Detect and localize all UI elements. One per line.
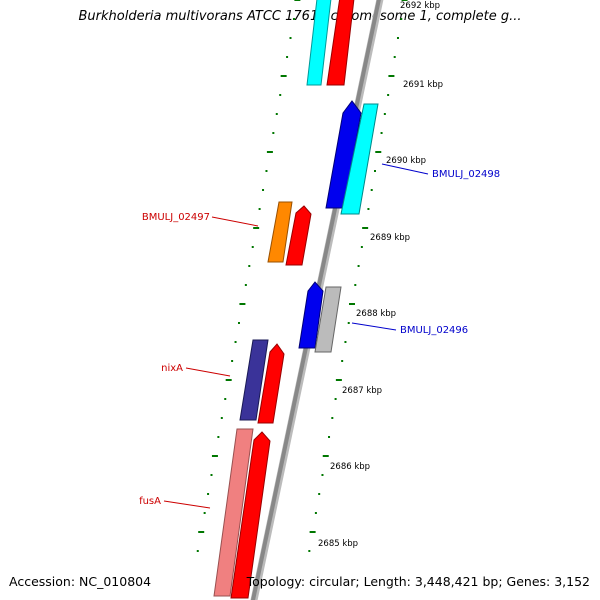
ruler-label: 2685 kbp <box>318 539 358 549</box>
callout-line <box>163 500 211 509</box>
ruler-label: 2690 kbp <box>386 156 426 166</box>
cds-nixA[interactable] <box>257 343 285 424</box>
ruler-label: 2692 kbp <box>400 1 440 11</box>
orange-feature-02497[interactable] <box>267 201 293 263</box>
gene-label-fusa[interactable]: fusA <box>139 496 161 507</box>
callout-line <box>211 216 259 227</box>
accession-label: Accession: NC_010804 <box>9 574 152 589</box>
gray-feature-02496[interactable] <box>314 286 342 353</box>
cds-bmulj-02496[interactable] <box>298 281 324 349</box>
callout-line <box>185 367 231 377</box>
cds-red-top[interactable] <box>326 0 355 86</box>
map-title: Burkholderia multivorans ATCC 17616 chro… <box>78 9 522 24</box>
callout-line <box>381 163 429 175</box>
gene-label-bmulj-02498[interactable]: BMULJ_02498 <box>432 169 500 180</box>
gene-label-bmulj-02497[interactable]: BMULJ_02497 <box>142 212 210 223</box>
topology-label: Topology: circular; Length: 3,448,421 bp… <box>246 574 590 589</box>
tick-marks <box>196 0 408 552</box>
kbp-ruler: 2692 kbp 2691 kbp 2690 kbp 2689 kbp 2688 kbp… <box>318 1 443 549</box>
cyan-feature-top[interactable] <box>306 0 332 86</box>
pink-feature-fusA[interactable] <box>213 428 254 597</box>
ruler-label: 2691 kbp <box>403 80 443 90</box>
ruler-label: 2687 kbp <box>342 386 382 396</box>
gene-label-nixa[interactable]: nixA <box>161 363 183 374</box>
ruler-label: 2686 kbp <box>330 462 370 472</box>
cyan-feature-02498[interactable] <box>340 103 379 215</box>
purple-feature-nixA[interactable] <box>239 339 269 421</box>
cds-bmulj-02497[interactable] <box>285 205 312 266</box>
gene-callouts: BMULJ_02498 BMULJ_02497 BMULJ_02496 nixA fus… <box>139 163 500 509</box>
ruler-label: 2689 kbp <box>370 233 410 243</box>
cds-fusA[interactable] <box>230 431 271 599</box>
ruler-label: 2688 kbp <box>356 309 396 319</box>
gene-label-bmulj-02496[interactable]: BMULJ_02496 <box>400 325 468 336</box>
callout-line <box>351 322 397 331</box>
